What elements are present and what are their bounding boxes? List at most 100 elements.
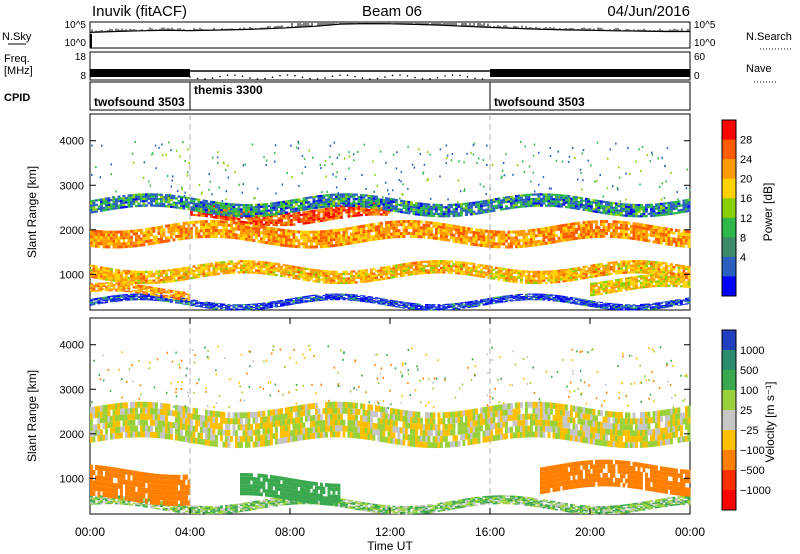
heatmap-cell [117,284,121,286]
heatmap-cell [585,272,588,275]
heatmap-cell [397,264,401,267]
heatmap-cell [662,284,666,287]
heatmap-cell [390,271,393,275]
heatmap-cell [205,272,208,275]
heatmap-cell [340,298,343,300]
heatmap-cell [105,269,108,272]
heatmap-cell [417,307,421,310]
heatmap-cell [315,233,318,237]
heatmap-cell [577,224,581,228]
heatmap-cell [680,275,683,279]
heatmap-cell [167,236,171,240]
heatmap-cell [160,270,163,273]
heatmap-cell [280,270,283,273]
heatmap-cell [297,216,301,219]
heatmap-cell [447,271,451,274]
heatmap-cell [235,307,238,309]
heatmap-cell [672,299,676,302]
heatmap-cell [540,239,543,243]
heatmap-cell [395,220,398,224]
heatmap-cell [362,297,366,299]
heatmap-cell [667,303,671,305]
heatmap-cell [527,281,531,284]
heatmap-cell [132,285,136,287]
heatmap-cell [675,302,678,305]
heatmap-cell [217,272,221,275]
heatmap-cell [262,225,266,229]
heatmap-cell [507,268,511,271]
heatmap-cell [562,299,566,301]
heatmap-cell [460,234,463,238]
heatmap-cell [130,293,133,295]
heatmap-cell [142,296,146,299]
heatmap-cell [430,307,433,309]
heatmap-cell [620,271,623,275]
heatmap-cell [352,214,356,217]
heatmap-cell [217,232,221,236]
heatmap-cell [310,221,313,224]
heatmap-cell [125,233,128,237]
heatmap-cell [637,234,641,238]
heatmap-cell [592,284,596,287]
heatmap-cell [650,304,653,306]
heatmap-cell [270,273,273,276]
heatmap-cell [625,305,628,307]
heatmap-cell [335,208,338,211]
heatmap-cell [515,276,518,279]
heatmap-cell [277,301,281,303]
heatmap-cell [465,266,468,269]
heatmap-cell [527,295,531,297]
heatmap-cell [307,297,311,299]
heatmap-cell [512,296,516,298]
heatmap-cell [625,264,628,268]
heatmap-cell [177,272,181,275]
heatmap-cell [452,239,456,243]
heatmap-cell [645,309,648,310]
heatmap-cell [332,295,336,297]
heatmap-cell [265,265,268,269]
heatmap-cell [282,270,286,273]
heatmap-cell [530,243,533,247]
heatmap-cell [115,296,118,298]
heatmap-cell [562,295,566,298]
heatmap-cell [312,275,316,278]
heatmap-cell [240,266,243,270]
heatmap-cell [382,302,386,305]
heatmap-cell [90,290,93,293]
heatmap-cell [170,299,173,301]
heatmap-cell [340,205,343,208]
heatmap-cell [545,295,548,297]
heatmap-cell [580,273,583,276]
nave-label: Nave [746,63,772,75]
heatmap-cell [415,304,418,306]
heatmap-cell [367,297,371,299]
heatmap-cell [440,222,443,226]
heatmap-cell [472,234,476,237]
heatmap-cell [230,224,233,227]
heatmap-cell [220,268,223,271]
heatmap-cell [537,273,541,276]
heatmap-cell [160,274,163,277]
heatmap-cell [125,284,128,287]
heatmap-cell [110,283,113,286]
heatmap-cell [107,242,111,246]
heatmap-cell [112,242,116,246]
heatmap-cell [347,215,351,218]
heatmap-cell [172,296,176,298]
heatmap-cell [552,228,556,232]
heatmap-cell [170,235,173,239]
heatmap-cell [597,226,601,230]
heatmap-cell [100,289,103,292]
heatmap-cell [232,233,236,237]
heatmap-cell [270,221,273,224]
heatmap-cell [122,269,126,272]
heatmap-cell [370,275,373,278]
heatmap-cell [212,273,216,276]
heatmap-cell [430,230,433,234]
heatmap-cell [500,239,503,243]
heatmap-cell [160,240,163,244]
heatmap-cell [282,215,286,218]
heatmap-cell [355,276,358,280]
heatmap-cell [205,267,208,271]
heatmap-cell [607,264,611,267]
